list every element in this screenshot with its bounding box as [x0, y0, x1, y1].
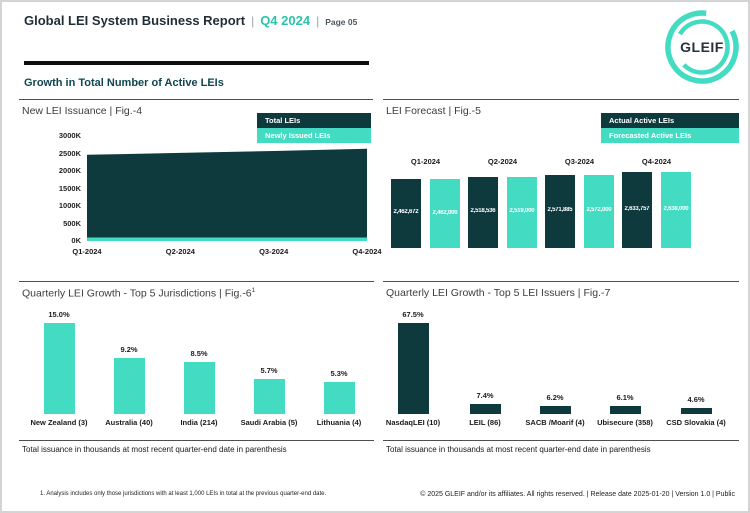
x-axis-label: Q2-2024	[165, 247, 195, 256]
bar	[397, 323, 429, 414]
bar	[680, 407, 712, 414]
page-number: Page 05	[325, 17, 358, 27]
panel-new-lei-issuance: New LEI Issuance | Fig.-4 Total LEIs New…	[19, 99, 382, 267]
bar-actual	[391, 178, 421, 248]
bar-value-label: 2,519,000	[509, 208, 535, 215]
bar-value-label: 8.5%	[190, 349, 208, 359]
copyright-text: © 2025 GLEIF and/or its affiliates. All …	[420, 491, 735, 498]
bar-value-label: 7.4%	[476, 391, 494, 401]
x-axis-label: CSD Slovakia (4)	[666, 418, 726, 427]
bar-value-label: 6.1%	[616, 392, 634, 402]
bar-value-label: 2,633,757	[624, 206, 650, 213]
panel-footer-note-fig7: Total issuance in thousands at most rece…	[386, 445, 651, 454]
panel-footer-rule	[383, 440, 739, 441]
bar	[323, 381, 355, 414]
panel-lei-forecast: LEI Forecast | Fig.-5 Actual Active LEIs…	[383, 99, 739, 267]
x-axis-label: Australia (40)	[105, 418, 153, 427]
bar	[43, 323, 75, 414]
panel-top5-lei-issuers: Quarterly LEI Growth - Top 5 LEI Issuers…	[383, 281, 739, 457]
bar-value-label: 5.3%	[330, 368, 348, 378]
quarter-label: Q1-2024	[410, 157, 441, 166]
bar-forecast	[507, 176, 537, 248]
report-title: Global LEI System Business Report	[24, 13, 246, 28]
x-axis-label: Saudi Arabia (5)	[240, 418, 298, 427]
x-axis-label: NasdaqLEI (10)	[385, 418, 441, 427]
chart-title-fig6: Quarterly LEI Growth - Top 5 Jurisdictio…	[22, 287, 255, 300]
bar-forecast	[430, 179, 460, 248]
x-axis-label: New Zealand (3)	[30, 418, 88, 427]
bar	[609, 405, 641, 414]
bar-value-label: 4.6%	[687, 394, 705, 404]
bar-value-label: 6.2%	[546, 392, 564, 402]
quarter-label: Q3-2024	[564, 157, 595, 166]
footnote-marker: 1	[251, 287, 256, 294]
bar	[253, 379, 285, 414]
bar-value-label: 67.5%	[402, 310, 424, 319]
bar-value-label: 2,462,000	[432, 209, 458, 216]
x-axis-label: Q3-2024	[259, 247, 289, 256]
bar-value-label: 2,518,536	[470, 208, 496, 215]
total-leis-area	[87, 148, 367, 241]
bar-value-label: 5.7%	[260, 366, 278, 376]
bar-forecast	[584, 174, 614, 248]
logo-text: GLEIF	[680, 39, 724, 55]
bar-value-label: 2,462,672	[393, 209, 419, 216]
bar	[469, 404, 501, 414]
panel-footer-note-fig6: Total issuance in thousands at most rece…	[22, 445, 287, 454]
y-axis-tick: 3000K	[58, 131, 81, 140]
x-axis-label: SACB /Moarif (4)	[525, 418, 585, 427]
legend-fig4: Total LEIs Newly Issued LEIs	[257, 113, 371, 143]
footnote-text: 1. Analysis includes only those jurisdic…	[40, 491, 327, 497]
bar-value-label: 9.2%	[120, 345, 138, 355]
x-axis-label: Lithuania (4)	[316, 418, 362, 427]
gleif-logo: GLEIF	[665, 10, 739, 84]
bar-forecast	[661, 172, 691, 248]
quarter-label: Q2-2024	[487, 157, 518, 166]
legend-item-newly-issued-leis: Newly Issued LEIs	[257, 128, 371, 143]
newly-issued-leis-strip	[87, 237, 367, 241]
y-axis-tick: 1000K	[58, 201, 81, 210]
header-separator: |	[251, 14, 255, 28]
chart-title-fig6-text: Quarterly LEI Growth - Top 5 Jurisdictio…	[22, 287, 252, 300]
report-period: Q4 2024	[260, 13, 311, 28]
bar-value-label: 2,572,000	[586, 207, 612, 214]
report-header: Global LEI System Business Report | Q4 2…	[24, 13, 357, 28]
panel-top5-jurisdictions: Quarterly LEI Growth - Top 5 Jurisdictio…	[19, 281, 374, 457]
panel-footer-rule	[19, 440, 374, 441]
bar	[183, 362, 215, 414]
section-title: Growth in Total Number of Active LEIs	[24, 77, 224, 89]
header-separator: |	[316, 14, 320, 28]
x-axis-label: India (214)	[180, 418, 218, 427]
quarter-label: Q4-2024	[641, 157, 672, 166]
bar-actual	[468, 176, 498, 248]
header-rule	[24, 61, 369, 65]
x-axis-label: Q1-2024	[72, 247, 102, 256]
legend-item-forecasted-active-leis: Forecasted Active LEIs	[601, 128, 739, 143]
y-axis-tick: 2500K	[58, 148, 81, 158]
chart-title-fig7: Quarterly LEI Growth - Top 5 LEI Issuers…	[386, 287, 611, 299]
chart-title-fig5: LEI Forecast | Fig.-5	[386, 105, 481, 117]
y-axis-tick: 2000K	[58, 166, 81, 175]
y-axis-tick: 500K	[63, 218, 81, 228]
bar-value-label: 15.0%	[48, 310, 70, 319]
chart-title-fig4: New LEI Issuance | Fig.-4	[22, 105, 143, 117]
y-axis-tick: 0K	[71, 236, 81, 245]
bar	[539, 405, 571, 414]
x-axis-label: Q4-2024	[352, 247, 382, 256]
bar-actual	[545, 174, 575, 248]
bar	[113, 358, 145, 414]
bar-actual	[622, 172, 652, 248]
bar-value-label: 2,571,885	[547, 207, 573, 214]
legend-fig5: Actual Active LEIs Forecasted Active LEI…	[601, 113, 739, 143]
x-axis-label: Ubisecure (358)	[597, 418, 653, 427]
y-axis-tick: 1500K	[58, 183, 81, 193]
legend-item-actual-active-leis: Actual Active LEIs	[601, 113, 739, 128]
bar-value-label: 2,638,000	[663, 206, 689, 212]
area-chart	[87, 148, 367, 241]
legend-item-total-leis: Total LEIs	[257, 113, 371, 128]
x-axis-label: LEIL (86)	[469, 418, 501, 427]
